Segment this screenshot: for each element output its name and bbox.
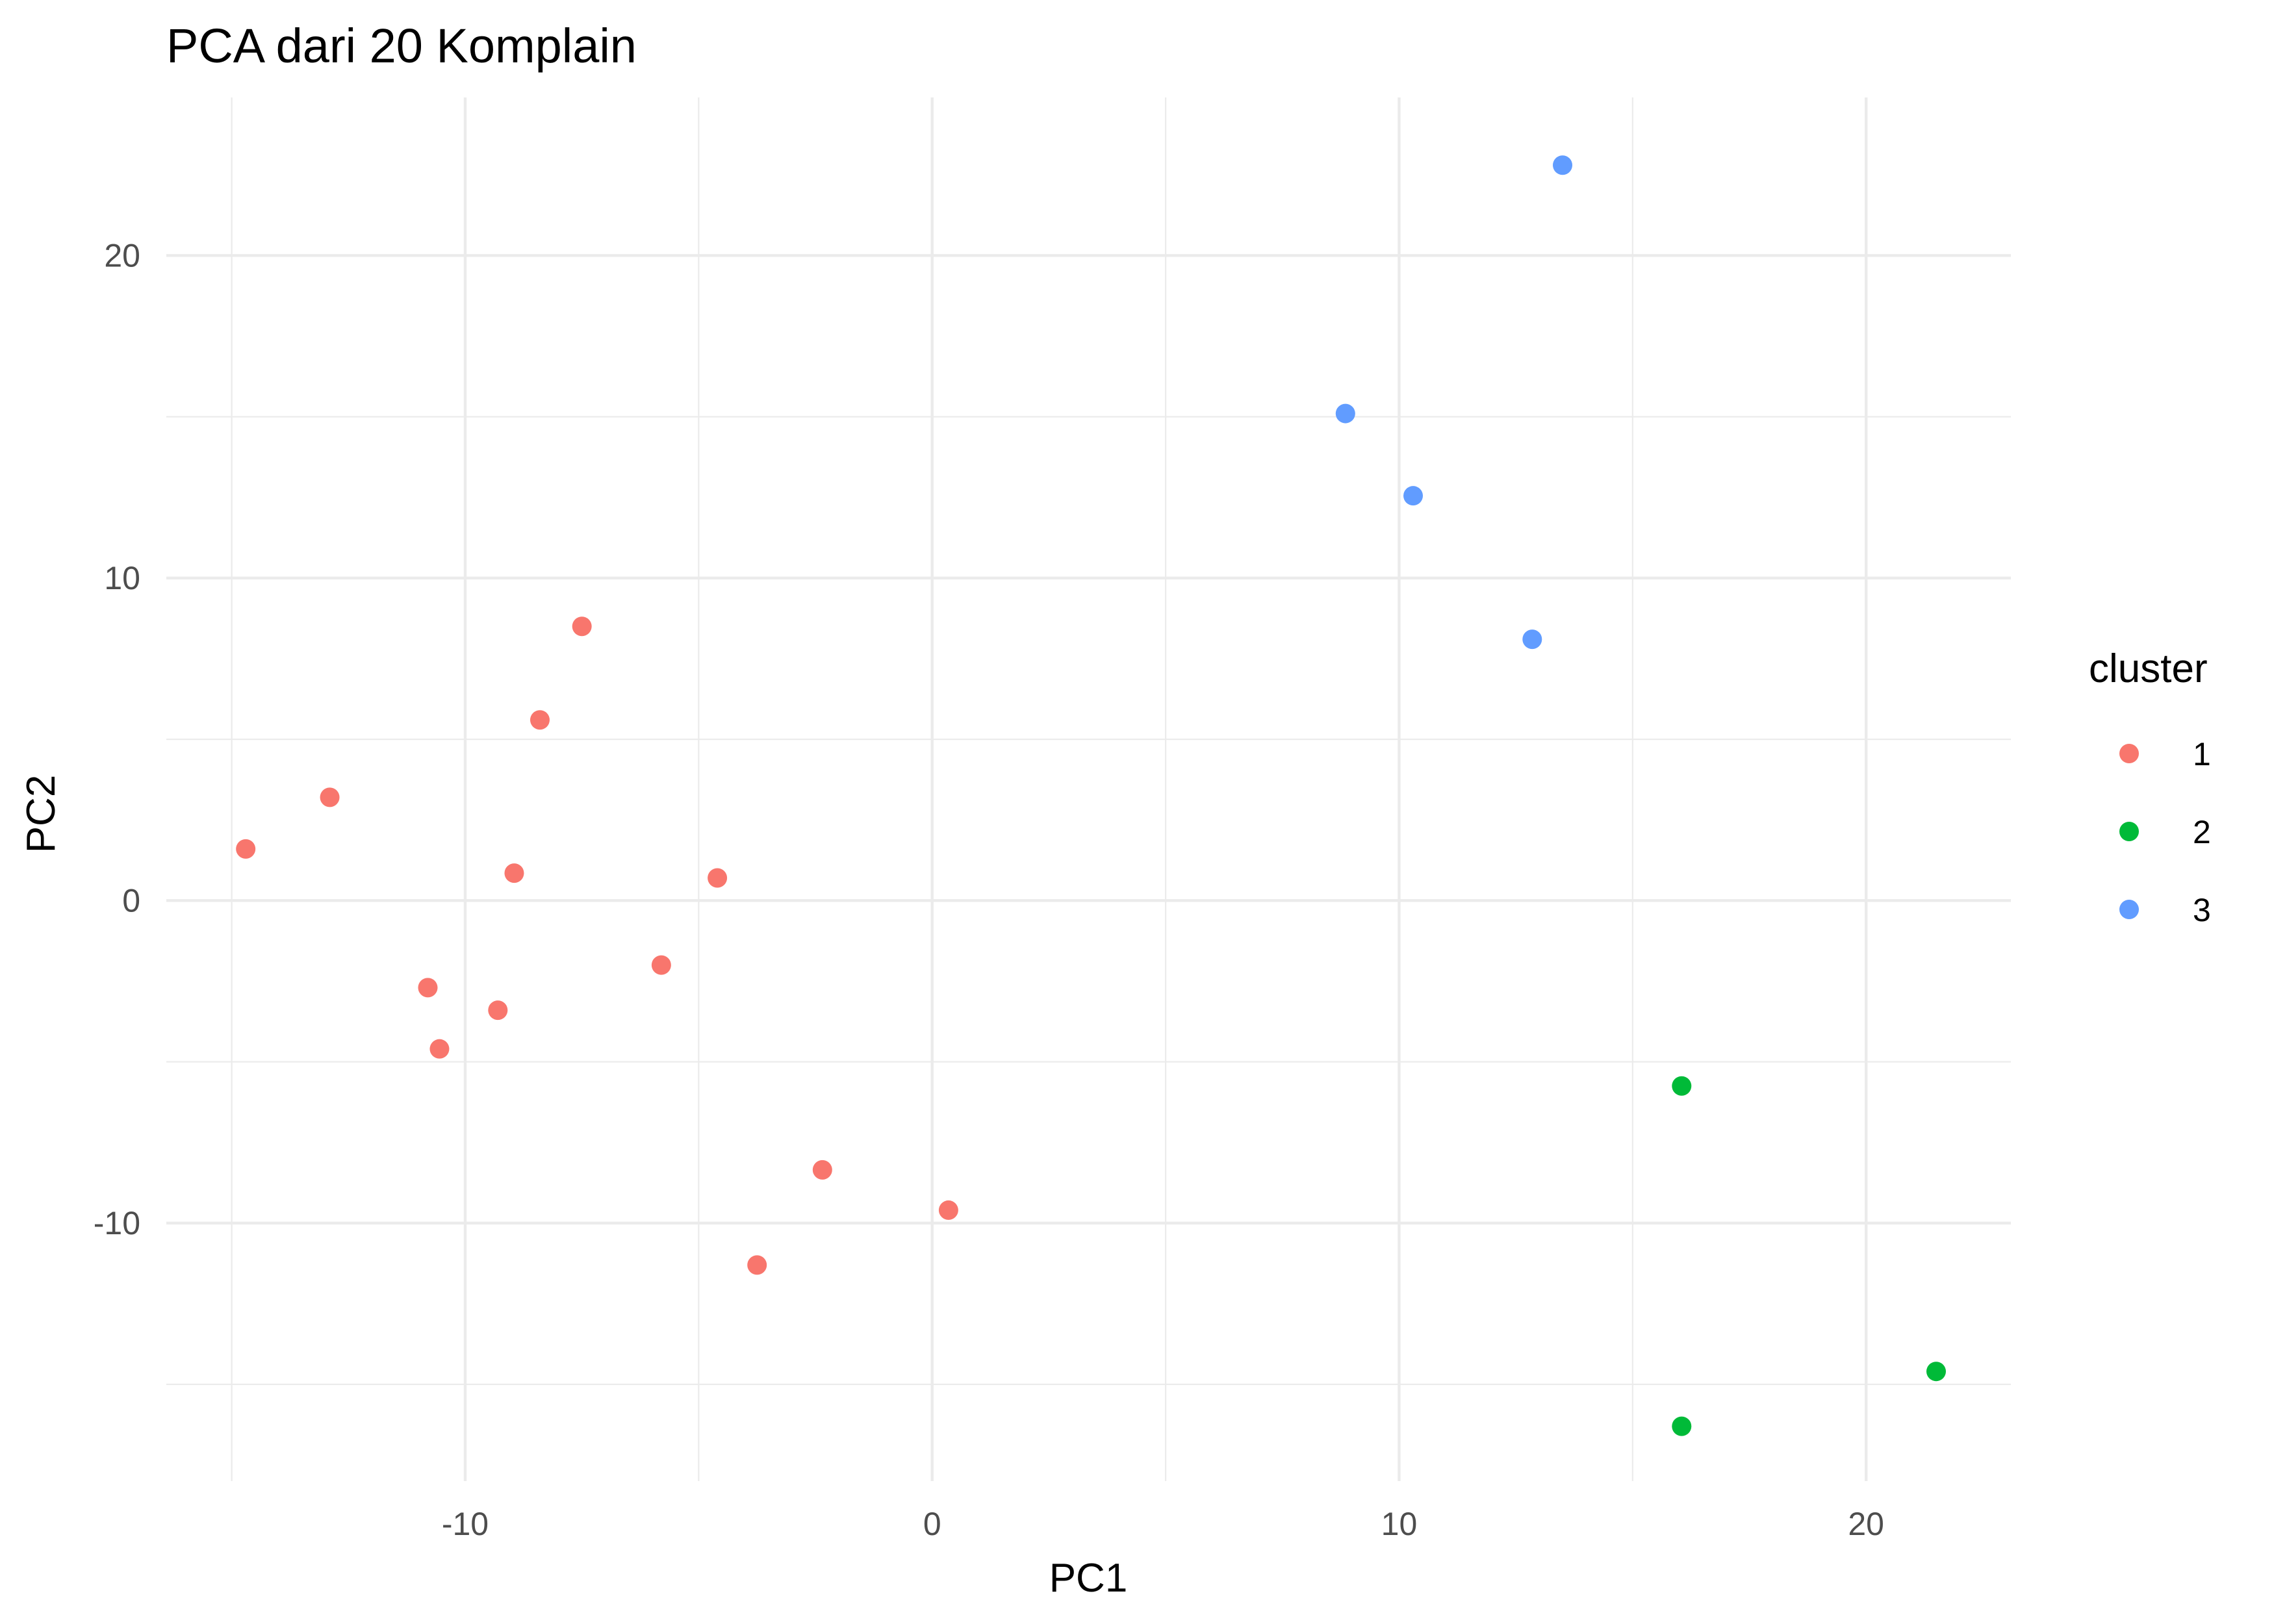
y-axis-ticks: -10 0 10 20 [94,237,140,1241]
x-tick-label: -10 [442,1506,489,1542]
scatter-point-cluster-1 [320,787,340,807]
x-tick-label: 10 [1381,1506,1418,1542]
legend-key-3 [2119,900,2139,919]
scatter-point-cluster-1 [530,710,550,730]
scatter-point-cluster-1 [747,1255,767,1275]
y-tick-label: 20 [104,237,140,273]
legend-key-2 [2119,822,2139,841]
scatter-point-cluster-1 [429,1039,450,1059]
scatter-point-cluster-2 [1672,1416,1692,1436]
scatter-point-cluster-1 [572,616,592,637]
scatter-point-cluster-1 [488,1000,508,1021]
scatter-point-cluster-1 [812,1160,832,1180]
x-axis-title: PC1 [1049,1556,1128,1601]
major-gridlines [166,97,2011,1481]
scatter-point-cluster-1 [938,1200,958,1220]
y-tick-label: -10 [94,1205,140,1241]
legend: cluster 1 2 3 [2089,646,2211,928]
scatter-point-cluster-1 [418,978,438,998]
scatter-point-cluster-1 [236,839,256,859]
chart-title: PCA dari 20 Komplain [166,19,637,73]
legend-key-1 [2119,744,2139,763]
scatter-point-cluster-3 [1522,629,1542,650]
scatter-point-cluster-3 [1553,155,1573,175]
scatter-point-cluster-1 [651,955,671,975]
x-axis-ticks: -10 0 10 20 [442,1506,1884,1542]
legend-label-2: 2 [2193,814,2211,850]
minor-gridlines [166,97,2011,1481]
y-tick-label: 0 [122,882,140,919]
y-tick-label: 10 [104,560,140,596]
x-tick-label: 20 [1848,1506,1884,1542]
scatter-point-cluster-1 [504,863,524,883]
scatter-point-cluster-1 [708,868,728,888]
data-points [236,155,1947,1436]
legend-title: cluster [2089,646,2208,691]
scatter-point-cluster-3 [1335,403,1355,424]
scatter-point-cluster-2 [1926,1362,1947,1382]
legend-entries: 1 2 3 [2119,736,2211,928]
y-axis-title: PC2 [19,775,64,854]
legend-label-3: 3 [2193,892,2211,928]
scatter-point-cluster-3 [1403,486,1424,506]
scatter-point-cluster-2 [1672,1076,1692,1096]
legend-label-1: 1 [2193,736,2211,772]
x-tick-label: 0 [923,1506,941,1542]
